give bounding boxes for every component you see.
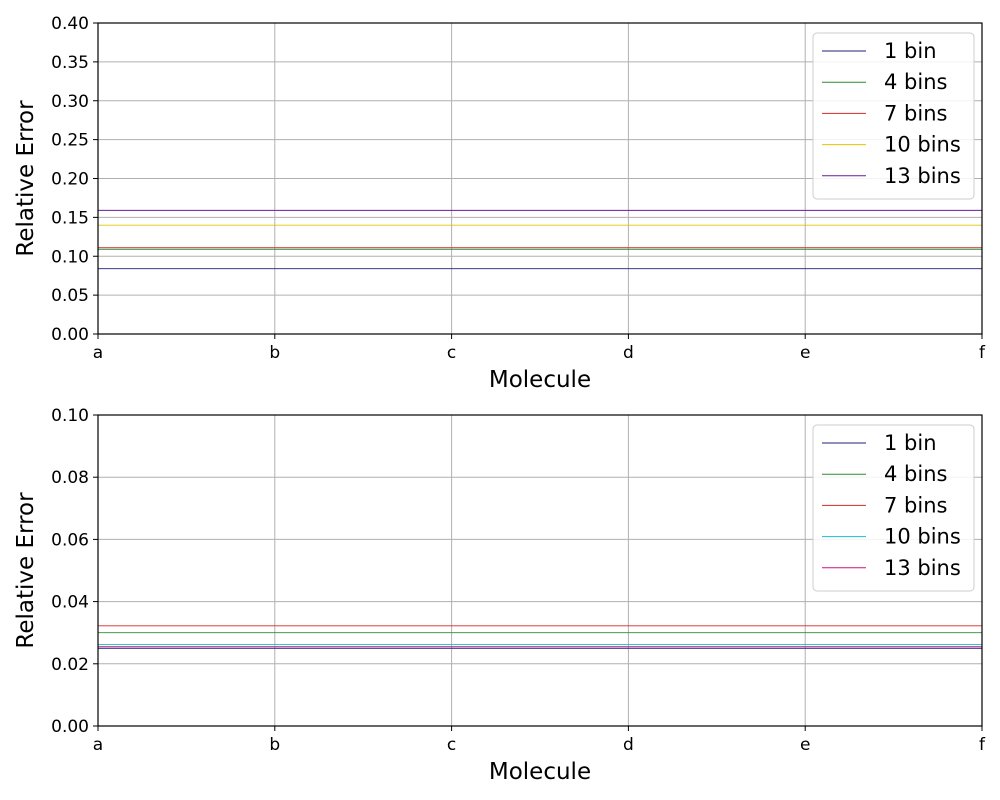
y-tick-label: 0.35 <box>51 53 89 73</box>
legend-box <box>812 32 975 200</box>
y-tick-label: 0.10 <box>51 406 89 426</box>
x-axis-title: Molecule <box>489 367 591 393</box>
chart-top: 0.00 0.05 0.10 0.15 0.20 0.25 0.30 0.35 0.40 a b c d… <box>13 14 986 393</box>
y-tick-label: 0.04 <box>51 593 89 613</box>
legend: 1 bin 4 bins 7 bins 10 bins 13 bins <box>812 32 975 200</box>
x-tick-label: e <box>800 735 810 755</box>
y-tick-label: 0.00 <box>51 325 89 345</box>
legend-label: 10 bins <box>884 133 961 157</box>
y-tick-label: 0.00 <box>51 717 89 737</box>
x-axis-title: Molecule <box>489 759 591 785</box>
x-tick-label: d <box>623 343 634 363</box>
y-tick-label: 0.30 <box>51 92 89 112</box>
y-tick-label: 0.02 <box>51 655 89 675</box>
legend: 1 bin 4 bins 7 bins 10 bins 13 bins <box>812 424 975 592</box>
plot-frame <box>97 22 983 335</box>
x-tick-label: e <box>800 343 810 363</box>
y-tick-label: 0.06 <box>51 530 89 550</box>
x-tick-label: b <box>269 343 280 363</box>
y-tick-label: 0.08 <box>51 468 89 488</box>
y-tick-label: 0.40 <box>51 14 89 34</box>
legend-box <box>812 424 975 592</box>
legend-label: 13 bins <box>884 164 961 188</box>
x-tick-label: a <box>93 343 103 363</box>
x-tick-label: a <box>93 735 103 755</box>
legend-label: 1 bin <box>884 431 937 455</box>
y-tick-label: 0.15 <box>51 208 89 228</box>
x-tick-label: c <box>447 735 456 755</box>
legend-label: 1 bin <box>884 39 937 63</box>
y-tick-label: 0.25 <box>51 131 89 151</box>
plot-frame <box>97 414 983 727</box>
x-tick-label: f <box>979 735 986 755</box>
y-tick-label: 0.10 <box>51 247 89 267</box>
y-axis-title: Relative Error <box>13 492 39 649</box>
legend-label: 10 bins <box>884 525 961 549</box>
y-axis-title: Relative Error <box>13 100 39 257</box>
y-tick-label: 0.20 <box>51 170 89 190</box>
x-tick-label: d <box>623 735 634 755</box>
chart-bottom: 0.00 0.02 0.04 0.06 0.08 0.10 a b c d e f Molecule Re… <box>13 406 986 785</box>
legend-label: 13 bins <box>884 556 961 580</box>
x-tick-label: c <box>447 343 456 363</box>
legend-label: 4 bins <box>884 70 947 94</box>
legend-label: 7 bins <box>884 493 947 517</box>
legend-label: 7 bins <box>884 101 947 125</box>
x-tick-label: f <box>979 343 986 363</box>
x-tick-label: b <box>269 735 280 755</box>
legend-label: 4 bins <box>884 462 947 486</box>
y-tick-label: 0.05 <box>51 286 89 306</box>
